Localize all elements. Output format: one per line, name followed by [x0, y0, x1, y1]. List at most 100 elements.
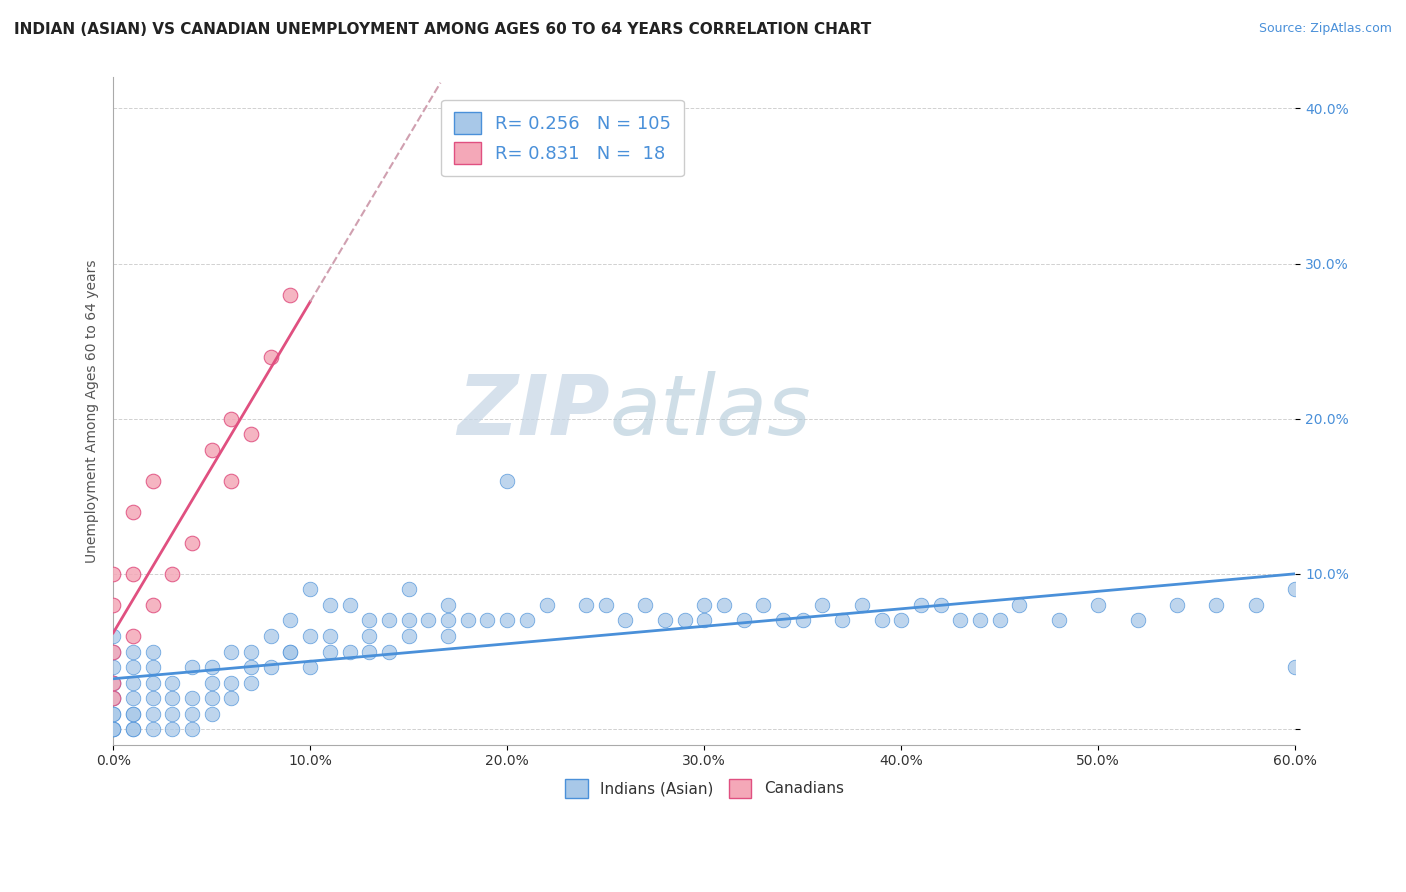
Point	[870, 614, 893, 628]
Point	[457, 614, 479, 628]
Point	[477, 614, 499, 628]
Text: Source: ZipAtlas.com: Source: ZipAtlas.com	[1258, 22, 1392, 36]
Point	[142, 722, 165, 736]
Point	[733, 614, 755, 628]
Point	[398, 629, 420, 643]
Point	[240, 675, 263, 690]
Point	[122, 505, 145, 519]
Point	[693, 614, 716, 628]
Point	[103, 722, 125, 736]
Point	[162, 691, 184, 706]
Point	[122, 722, 145, 736]
Point	[634, 598, 657, 612]
Point	[260, 629, 283, 643]
Point	[103, 675, 125, 690]
Point	[811, 598, 834, 612]
Point	[1047, 614, 1070, 628]
Point	[221, 474, 243, 488]
Point	[201, 691, 224, 706]
Point	[122, 660, 145, 674]
Point	[929, 598, 952, 612]
Point	[398, 614, 420, 628]
Point	[181, 660, 204, 674]
Point	[280, 644, 302, 658]
Text: atlas: atlas	[610, 370, 811, 451]
Point	[614, 614, 637, 628]
Point	[654, 614, 676, 628]
Point	[240, 427, 263, 442]
Point	[299, 629, 322, 643]
Point	[162, 722, 184, 736]
Point	[260, 350, 283, 364]
Point	[122, 629, 145, 643]
Point	[103, 722, 125, 736]
Point	[103, 691, 125, 706]
Point	[378, 644, 401, 658]
Point	[1244, 598, 1267, 612]
Point	[1126, 614, 1149, 628]
Point	[181, 722, 204, 736]
Point	[949, 614, 972, 628]
Point	[181, 691, 204, 706]
Text: INDIAN (ASIAN) VS CANADIAN UNEMPLOYMENT AMONG AGES 60 TO 64 YEARS CORRELATION CH: INDIAN (ASIAN) VS CANADIAN UNEMPLOYMENT …	[14, 22, 872, 37]
Point	[240, 644, 263, 658]
Point	[103, 691, 125, 706]
Point	[103, 691, 125, 706]
Point	[280, 614, 302, 628]
Point	[673, 614, 696, 628]
Point	[398, 582, 420, 597]
Point	[122, 675, 145, 690]
Point	[162, 566, 184, 581]
Point	[142, 644, 165, 658]
Point	[142, 660, 165, 674]
Point	[240, 660, 263, 674]
Point	[1166, 598, 1188, 612]
Y-axis label: Unemployment Among Ages 60 to 64 years: Unemployment Among Ages 60 to 64 years	[86, 260, 100, 563]
Point	[122, 691, 145, 706]
Point	[772, 614, 794, 628]
Point	[142, 598, 165, 612]
Point	[103, 644, 125, 658]
Point	[280, 644, 302, 658]
Point	[181, 536, 204, 550]
Point	[319, 598, 342, 612]
Point	[103, 675, 125, 690]
Point	[319, 644, 342, 658]
Legend: Indians (Asian), Canadians: Indians (Asian), Canadians	[558, 772, 849, 804]
Point	[122, 706, 145, 721]
Point	[142, 706, 165, 721]
Point	[536, 598, 558, 612]
Point	[319, 629, 342, 643]
Point	[792, 614, 814, 628]
Point	[437, 598, 460, 612]
Point	[201, 660, 224, 674]
Point	[496, 474, 519, 488]
Point	[162, 675, 184, 690]
Point	[122, 566, 145, 581]
Point	[122, 722, 145, 736]
Point	[437, 614, 460, 628]
Point	[201, 442, 224, 457]
Point	[280, 287, 302, 301]
Point	[1008, 598, 1031, 612]
Point	[1284, 582, 1306, 597]
Point	[516, 614, 538, 628]
Point	[339, 598, 361, 612]
Point	[103, 566, 125, 581]
Point	[1087, 598, 1109, 612]
Point	[496, 614, 519, 628]
Point	[831, 614, 853, 628]
Point	[103, 629, 125, 643]
Point	[299, 582, 322, 597]
Point	[713, 598, 735, 612]
Point	[103, 660, 125, 674]
Point	[221, 675, 243, 690]
Point	[201, 706, 224, 721]
Point	[162, 706, 184, 721]
Point	[122, 706, 145, 721]
Point	[103, 598, 125, 612]
Point	[575, 598, 598, 612]
Point	[890, 614, 912, 628]
Point	[103, 644, 125, 658]
Point	[299, 660, 322, 674]
